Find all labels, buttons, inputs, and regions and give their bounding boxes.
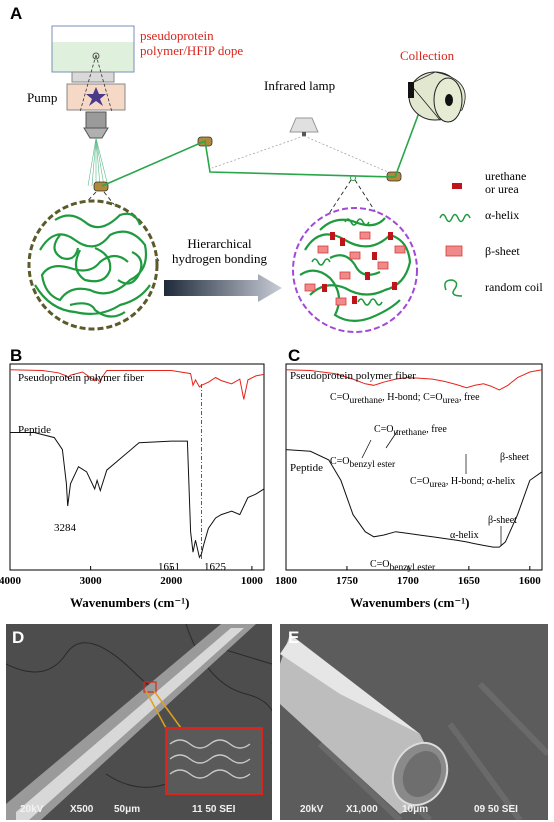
panel-letter-a: A	[10, 4, 23, 23]
bonding-label: Hierarchical hydrogen bonding	[172, 236, 267, 266]
sem-image-e: 20kV X1,000 10μm 09 50 SEI	[280, 624, 548, 820]
sem-d-kv: 20kV	[20, 804, 44, 815]
x-tick-label: 1000	[241, 575, 264, 587]
x-tick-label: 2000	[160, 575, 183, 587]
chart-b-ann-1625: 1625	[204, 561, 226, 573]
panel-letter-c: C	[288, 346, 301, 365]
ftir-chart-b: 4000 3000 2000 1000	[0, 363, 265, 587]
ann-alpha-helix: α-helix	[450, 530, 479, 541]
series-line-peptide	[285, 449, 543, 548]
chart-c-fiber-label: Pseudoprotein polymer fiber	[290, 370, 416, 382]
legend-beta-sheet: β-sheet	[485, 244, 520, 258]
legend-urethane: urethane or urea	[485, 169, 527, 196]
ann-beta-sheet-bottom: β-sheet	[488, 515, 517, 526]
x-tick-label: 1800	[275, 575, 298, 587]
x-tick-label: 4000	[0, 575, 22, 587]
chart-b-frame	[9, 363, 265, 571]
chart-c-peptide-label: Peptide	[290, 462, 323, 474]
panel-a-schematic	[27, 25, 471, 333]
sem-e-kv: 20kV	[300, 804, 324, 815]
series-line-fiber	[9, 369, 265, 400]
ann-urethane-free: C=Ourethane, free	[374, 424, 447, 438]
x-tick-label: 1750	[336, 575, 359, 587]
x-tick-label: 1650	[458, 575, 481, 587]
collection-label: Collection	[400, 48, 455, 63]
ann-benzyl-ester: C=Obenzyl ester	[330, 456, 396, 470]
series-line-fiber	[285, 369, 543, 391]
sem-e-code: 09 50 SEI	[474, 804, 518, 815]
dope-label: pseudoprotein polymer/HFIP dope	[140, 28, 244, 58]
sem-e-scale: 10μm	[402, 804, 429, 815]
series-line-peptide	[10, 432, 265, 559]
chart-b-ann-3284: 3284	[54, 522, 76, 534]
legend-random-coil: random coil	[485, 280, 543, 294]
chart-c-frame	[285, 363, 543, 571]
panel-letter-b: B	[10, 346, 23, 365]
sem-d-code: 11 50 SEI	[192, 804, 236, 815]
chart-b-peptide-label: Peptide	[18, 424, 51, 436]
x-tick-label: 1700	[397, 575, 420, 587]
sem-e-mag: X1,000	[346, 804, 378, 815]
sem-d-scale: 50μm	[114, 804, 141, 815]
sem-d-mag: X500	[70, 804, 94, 815]
ftir-chart-c: 1800 1750 1700 1650 1600	[275, 363, 543, 587]
panel-letter-d: D	[12, 628, 25, 647]
chart-b-ann-1651: 1651	[158, 561, 180, 573]
chart-b-xlabel: Wavenumbers (cm⁻¹)	[70, 595, 190, 610]
chart-b-fiber-label: Pseudoprotein polymer fiber	[18, 372, 144, 384]
pump-label: Pump	[27, 90, 58, 105]
ann-urethane-hbond: C=Ourethane, H-bond; C=Ourea, free	[330, 392, 480, 406]
sem-image-d: 20kV X500 50μm 11 50 SEI	[6, 624, 272, 820]
x-tick-label: 3000	[80, 575, 103, 587]
ann-beta-sheet-top: β-sheet	[500, 452, 529, 463]
lamp-label: Infrared lamp	[264, 78, 336, 93]
chart-c-xlabel: Wavenumbers (cm⁻¹)	[350, 595, 470, 610]
x-tick-label: 1600	[519, 575, 542, 587]
legend-alpha-helix: α-helix	[485, 208, 520, 222]
ann-urea-hbond: C=Ourea, H-bond; α-helix	[410, 476, 516, 490]
panel-letter-e: E	[288, 628, 300, 647]
ann-benzyl-ester-2: C=Obenzyl ester	[370, 559, 436, 573]
